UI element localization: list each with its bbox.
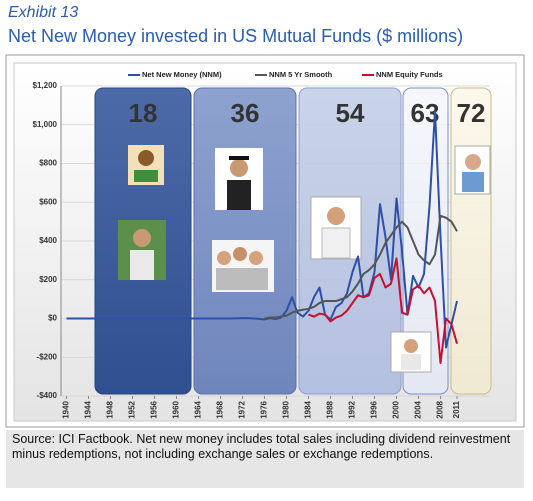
x-tick-label: 1944 [84, 400, 93, 418]
age-label: 54 [336, 98, 365, 128]
age-label: 72 [457, 98, 486, 128]
y-tick-label: $1,000 [33, 120, 58, 129]
x-tick-label: 1988 [326, 400, 335, 418]
series-line [264, 214, 458, 320]
x-tick-label: 1952 [128, 400, 137, 418]
x-tick-label: 1980 [282, 400, 291, 418]
x-tick-label: 1976 [260, 400, 269, 418]
x-tick-label: 1984 [304, 400, 313, 418]
axes: -$400 -$200 $0 $200 $400 $600 $800 $1,000 $1,200… [33, 81, 462, 419]
y-tick-label: $400 [39, 236, 57, 245]
y-tick-label: $800 [39, 159, 57, 168]
y-tick-label: $600 [39, 197, 57, 206]
photo [128, 145, 164, 185]
source-note: Source: ICI Factbook. Net new money incl… [12, 432, 511, 461]
series-line [308, 257, 458, 365]
x-tick-label: 1956 [150, 400, 159, 418]
y-tick-label: -$400 [37, 391, 58, 400]
y-tick-label: -$200 [37, 352, 58, 361]
photo [118, 220, 166, 280]
chart-title: Net New Money invested in US Mutual Fund… [8, 26, 463, 46]
x-tick-label: 2008 [436, 400, 445, 418]
x-tick-label: 2011 [452, 400, 461, 418]
x-tick-label: 1996 [370, 400, 379, 418]
exhibit-label: Exhibit 13 [8, 4, 78, 21]
photo [454, 145, 491, 195]
photo [215, 148, 263, 210]
photo [310, 196, 362, 260]
panel [450, 87, 492, 395]
x-tick-label: 1964 [194, 400, 203, 418]
legend-label: NNM Equity Funds [376, 70, 443, 79]
photo [212, 240, 274, 292]
x-tick-label: 2000 [392, 400, 401, 418]
x-tick-label: 2004 [414, 400, 423, 418]
x-tick-label: 1972 [238, 400, 247, 418]
x-tick-label: 1968 [216, 400, 225, 418]
legend-label: Net New Money (NNM) [142, 70, 222, 79]
legend: Net New Money (NNM) NNM 5 Yr Smooth NNM Eq… [128, 70, 443, 79]
age-label: 18 [129, 98, 158, 128]
x-tick-label: 1992 [348, 400, 357, 418]
x-tick-label: 1960 [172, 400, 181, 418]
age-label: 36 [231, 98, 260, 128]
lines [66, 110, 458, 365]
x-tick-label: 1940 [62, 400, 71, 418]
legend-label: NNM 5 Yr Smooth [269, 70, 333, 79]
y-tick-label: $200 [39, 275, 57, 284]
x-tick-label: 1948 [106, 400, 115, 418]
y-tick-label: $1,200 [33, 81, 58, 90]
y-tick-label: $0 [48, 314, 57, 323]
photos [118, 145, 491, 373]
photo [390, 331, 432, 373]
series-line [66, 110, 458, 349]
source-box [6, 430, 524, 488]
source-holder: Source: ICI Factbook. Net new money incl… [12, 432, 511, 461]
